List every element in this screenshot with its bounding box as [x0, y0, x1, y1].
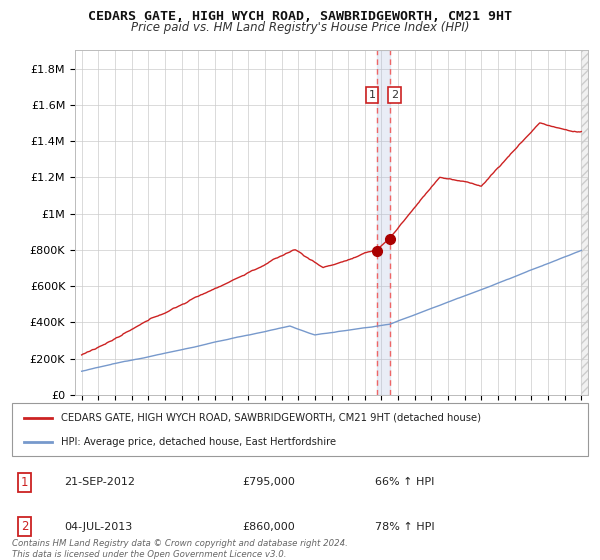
Text: 04-JUL-2013: 04-JUL-2013	[64, 522, 132, 531]
Text: CEDARS GATE, HIGH WYCH ROAD, SAWBRIDGEWORTH, CM21 9HT: CEDARS GATE, HIGH WYCH ROAD, SAWBRIDGEWO…	[88, 10, 512, 22]
Text: Price paid vs. HM Land Registry's House Price Index (HPI): Price paid vs. HM Land Registry's House …	[131, 21, 469, 34]
Text: 21-SEP-2012: 21-SEP-2012	[64, 477, 135, 487]
Text: CEDARS GATE, HIGH WYCH ROAD, SAWBRIDGEWORTH, CM21 9HT (detached house): CEDARS GATE, HIGH WYCH ROAD, SAWBRIDGEWO…	[61, 413, 481, 423]
Text: 2: 2	[20, 520, 28, 533]
Text: 1: 1	[368, 90, 376, 100]
Text: £795,000: £795,000	[242, 477, 295, 487]
Text: £860,000: £860,000	[242, 522, 295, 531]
Text: 1: 1	[20, 476, 28, 489]
Text: Contains HM Land Registry data © Crown copyright and database right 2024.
This d: Contains HM Land Registry data © Crown c…	[12, 539, 348, 559]
Text: 78% ↑ HPI: 78% ↑ HPI	[375, 522, 434, 531]
Bar	[377, 50, 390, 395]
Text: 66% ↑ HPI: 66% ↑ HPI	[375, 477, 434, 487]
Text: HPI: Average price, detached house, East Hertfordshire: HPI: Average price, detached house, East…	[61, 437, 336, 447]
Bar	[581, 50, 588, 395]
Bar	[581, 50, 588, 395]
Text: 2: 2	[391, 90, 398, 100]
